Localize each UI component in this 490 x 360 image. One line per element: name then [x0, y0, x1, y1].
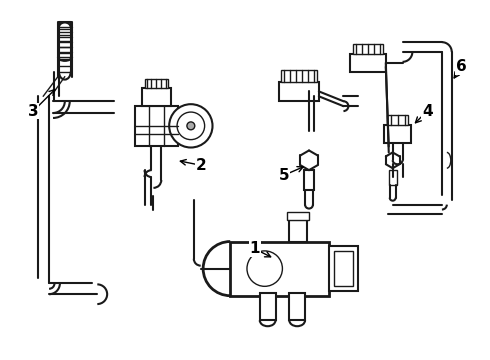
Bar — [329, 247, 358, 291]
Bar — [142, 89, 171, 106]
Bar — [145, 78, 168, 89]
Circle shape — [187, 122, 195, 130]
Text: 5: 5 — [279, 167, 290, 183]
Bar — [334, 251, 353, 286]
Bar — [279, 82, 319, 101]
Bar — [260, 293, 275, 320]
Circle shape — [247, 251, 282, 286]
Bar — [289, 293, 305, 320]
Bar — [135, 106, 178, 145]
Bar — [384, 125, 412, 143]
Bar — [353, 44, 383, 54]
Bar — [289, 220, 307, 242]
Bar — [387, 115, 409, 125]
Bar — [287, 212, 309, 220]
Text: 3: 3 — [28, 104, 39, 118]
Bar — [304, 170, 314, 190]
Bar — [230, 242, 329, 296]
Bar — [350, 54, 386, 72]
Circle shape — [177, 112, 205, 140]
Text: 6: 6 — [456, 59, 467, 74]
Bar — [281, 70, 317, 82]
Text: 4: 4 — [422, 104, 433, 118]
Text: 2: 2 — [196, 158, 206, 173]
Circle shape — [169, 104, 213, 148]
Text: 1: 1 — [249, 242, 260, 256]
Bar — [389, 170, 396, 185]
